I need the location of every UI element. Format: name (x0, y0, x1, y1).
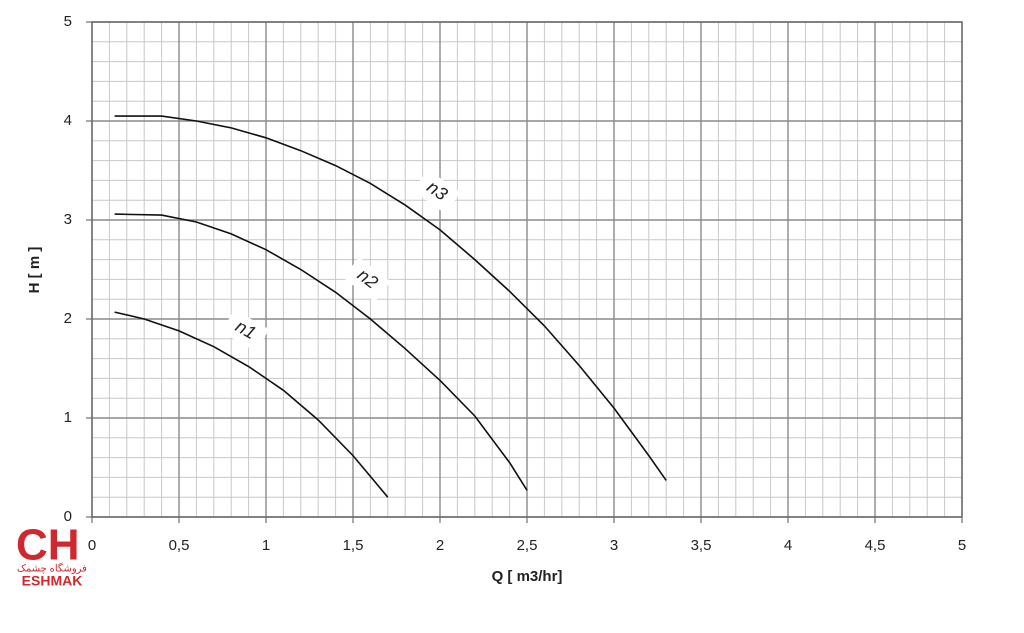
x-tick-label: 3 (610, 537, 618, 554)
x-tick-label: 2 (436, 537, 444, 554)
y-tick-label: 1 (64, 409, 72, 426)
y-tick-label: 3 (64, 211, 72, 228)
x-tick-label: 4 (784, 537, 792, 554)
logo-mark: CH (16, 521, 80, 570)
plot-frame (91, 21, 963, 518)
x-tick-label: 5 (958, 537, 966, 554)
x-tick-label: 4,5 (865, 537, 886, 554)
x-tick-label: 1 (262, 537, 270, 554)
y-tick-label: 2 (64, 310, 72, 327)
series-line (114, 213, 528, 491)
x-tick-label: 1,5 (343, 537, 364, 554)
logo: CH فروشگاه چشمک ESHMAK (16, 521, 87, 589)
label-backdrop (343, 257, 391, 303)
label-backdrop (221, 309, 270, 352)
x-tick-label: 0,5 (169, 537, 190, 554)
y-tick-label: 4 (64, 112, 72, 129)
series-line (114, 311, 389, 498)
y-axis-title: H [ m ] (26, 247, 43, 294)
label-backdrop (412, 169, 461, 214)
logo-persian: فروشگاه چشمک (17, 563, 87, 575)
y-tick-label: 0 (64, 508, 72, 525)
x-tick-label: 0 (88, 537, 96, 554)
x-tick-label: 2,5 (517, 537, 538, 554)
y-tick-label: 5 (64, 13, 72, 30)
logo-name: ESHMAK (22, 573, 83, 589)
x-tick-label: 3,5 (691, 537, 712, 554)
x-axis-title: Q [ m3/hr] (492, 568, 563, 585)
series-line (114, 115, 667, 481)
